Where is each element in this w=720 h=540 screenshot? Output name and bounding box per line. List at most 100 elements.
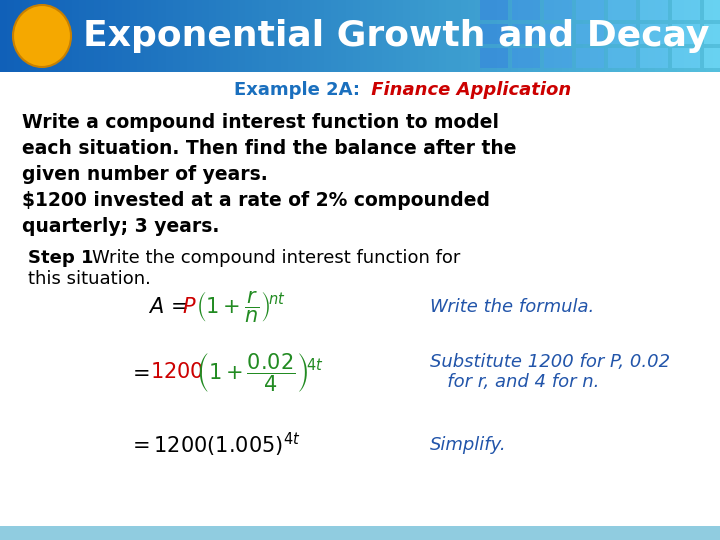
Bar	[691, 0, 699, 72]
Bar	[480, 48, 508, 68]
Bar	[544, 0, 572, 20]
Bar	[526, 0, 534, 72]
Bar	[317, 0, 325, 72]
Bar	[266, 0, 274, 72]
Bar	[302, 0, 310, 72]
Bar	[288, 0, 296, 72]
Bar	[130, 0, 138, 72]
Bar	[704, 0, 720, 20]
Bar	[0, 0, 8, 72]
Bar	[684, 0, 692, 72]
Bar	[605, 0, 613, 72]
Text: $=$: $=$	[128, 362, 150, 382]
Bar	[482, 0, 490, 72]
Bar	[324, 0, 332, 72]
Bar	[22, 0, 30, 72]
Bar	[461, 0, 469, 72]
Text: $A\,=\,$: $A\,=\,$	[148, 297, 188, 317]
Bar	[677, 0, 685, 72]
Bar	[144, 0, 152, 72]
Text: $\left(1+\dfrac{r}{n}\right)^{\!nt}$: $\left(1+\dfrac{r}{n}\right)^{\!nt}$	[196, 289, 285, 325]
Bar	[86, 0, 94, 72]
Bar	[209, 0, 217, 72]
Bar	[36, 0, 44, 72]
Bar	[454, 0, 462, 72]
Text: Simplify.: Simplify.	[430, 436, 507, 454]
Bar	[108, 0, 116, 72]
Bar	[295, 0, 303, 72]
Bar	[562, 0, 570, 72]
Bar	[713, 0, 720, 72]
Bar	[0, 526, 720, 540]
Bar	[626, 0, 634, 72]
Bar	[576, 48, 604, 68]
Text: Substitute 1200 for P, 0.02
   for r, and 4 for n.: Substitute 1200 for P, 0.02 for r, and 4…	[430, 353, 670, 392]
Bar	[29, 0, 37, 72]
Bar	[475, 0, 483, 72]
Bar	[590, 0, 598, 72]
Bar	[640, 48, 668, 68]
Bar	[331, 0, 339, 72]
Bar	[706, 0, 714, 72]
Bar	[634, 0, 642, 72]
Bar	[252, 0, 260, 72]
Bar	[547, 0, 555, 72]
Bar	[612, 0, 620, 72]
Bar	[14, 0, 22, 72]
Bar	[115, 0, 123, 72]
Bar	[360, 0, 368, 72]
Bar	[511, 0, 519, 72]
Text: this situation.: this situation.	[28, 270, 151, 288]
Bar	[672, 24, 700, 44]
Bar	[540, 0, 548, 72]
Bar	[518, 0, 526, 72]
Bar	[512, 0, 540, 20]
Bar	[396, 0, 404, 72]
Bar	[544, 24, 572, 44]
Bar	[672, 0, 700, 20]
Bar	[608, 48, 636, 68]
Bar	[346, 0, 354, 72]
Bar	[544, 48, 572, 68]
Bar	[418, 0, 426, 72]
Bar	[598, 0, 606, 72]
Bar	[310, 0, 318, 72]
Bar	[158, 0, 166, 72]
Bar	[576, 0, 604, 20]
Bar	[641, 0, 649, 72]
Bar	[410, 0, 418, 72]
Text: $1200 invested at a rate of 2% compounded: $1200 invested at a rate of 2% compounde…	[22, 191, 490, 210]
Bar	[576, 24, 604, 44]
Text: $\left(1+\dfrac{0.02}{4}\right)^{\!4t}$: $\left(1+\dfrac{0.02}{4}\right)^{\!4t}$	[196, 350, 324, 394]
Bar	[173, 0, 181, 72]
Bar	[608, 0, 636, 20]
Bar	[480, 0, 508, 20]
Bar	[569, 0, 577, 72]
Bar	[101, 0, 109, 72]
Bar	[223, 0, 231, 72]
Bar	[480, 24, 508, 44]
Bar	[576, 0, 584, 72]
Text: Step 1: Step 1	[28, 249, 94, 267]
Bar	[230, 0, 238, 72]
Bar	[238, 0, 246, 72]
Bar	[274, 0, 282, 72]
Bar	[403, 0, 411, 72]
Bar	[166, 0, 174, 72]
Text: Write the formula.: Write the formula.	[430, 298, 594, 316]
Text: $1200$: $1200$	[150, 362, 204, 382]
Bar	[583, 0, 591, 72]
Text: Exponential Growth and Decay: Exponential Growth and Decay	[83, 19, 709, 53]
Bar	[259, 0, 267, 72]
Bar	[194, 0, 202, 72]
Text: Write the compound interest function for: Write the compound interest function for	[92, 249, 460, 267]
Bar	[497, 0, 505, 72]
Bar	[648, 0, 656, 72]
Bar	[367, 0, 375, 72]
Bar	[79, 0, 87, 72]
Bar	[533, 0, 541, 72]
Bar	[608, 24, 636, 44]
Bar	[50, 0, 58, 72]
Ellipse shape	[13, 5, 71, 67]
Bar	[672, 48, 700, 68]
